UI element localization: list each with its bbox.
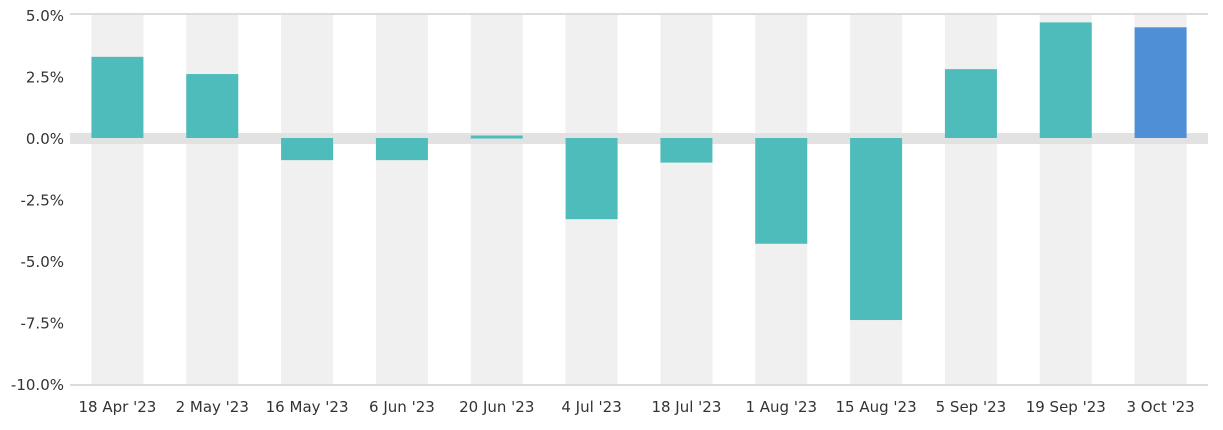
bar [1039, 22, 1092, 139]
bar [660, 138, 713, 163]
y-axis-labels: 5.0% 2.5% 0.0% -2.5% -5.0% -7.5% -10.0% [11, 7, 64, 394]
bar [470, 135, 523, 139]
x-tick-label: 19 Sep '23 [1026, 398, 1106, 416]
bar [944, 69, 997, 138]
bar [565, 138, 618, 220]
bar [281, 138, 334, 161]
background-band [186, 15, 239, 384]
y-tick-label: -7.5% [20, 315, 64, 333]
bars-group [91, 22, 1187, 321]
bar [375, 138, 428, 161]
x-tick-label: 5 Sep '23 [936, 398, 1007, 416]
x-tick-label: 3 Oct '23 [1126, 398, 1194, 416]
bar [91, 56, 144, 138]
background-band [470, 15, 523, 384]
bar [850, 138, 903, 321]
x-axis-labels: 18 Apr '23 2 May '23 16 May '23 6 Jun '23 20… [79, 398, 1195, 416]
bar [755, 138, 808, 244]
x-tick-label: 15 Aug '23 [836, 398, 917, 416]
x-tick-label: 1 Aug '23 [745, 398, 817, 416]
y-tick-label: -10.0% [11, 376, 64, 394]
y-tick-label: 2.5% [26, 69, 64, 87]
x-tick-label: 4 Jul '23 [561, 398, 621, 416]
x-tick-label: 18 Jul '23 [651, 398, 721, 416]
bar [1134, 27, 1187, 138]
x-tick-label: 16 May '23 [266, 398, 349, 416]
bar [186, 74, 239, 138]
zero-line [70, 133, 1208, 144]
background-band [281, 15, 334, 384]
x-tick-label: 18 Apr '23 [79, 398, 157, 416]
y-tick-label: 5.0% [26, 7, 64, 25]
y-tick-label: -5.0% [20, 253, 64, 271]
background-bands [70, 13, 1208, 386]
background-band [660, 15, 713, 384]
y-tick-label: 0.0% [26, 130, 64, 148]
x-tick-label: 20 Jun '23 [459, 398, 534, 416]
y-tick-label: -2.5% [20, 192, 64, 210]
zero-line-group [70, 133, 1208, 144]
x-tick-label: 2 May '23 [176, 398, 249, 416]
background-band [375, 15, 428, 384]
x-tick-label: 6 Jun '23 [369, 398, 435, 416]
